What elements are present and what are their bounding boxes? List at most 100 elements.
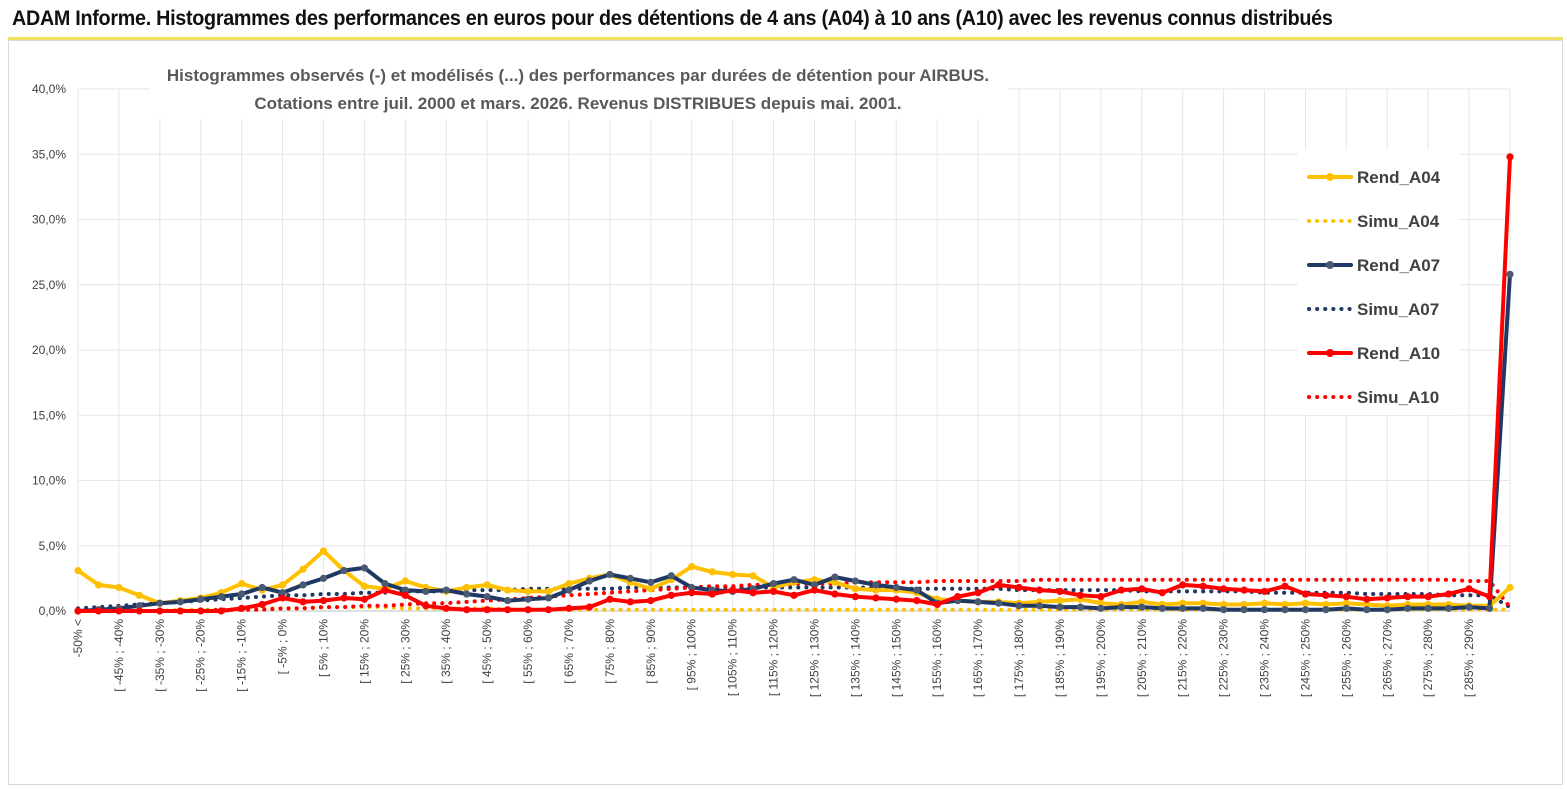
data-point bbox=[299, 581, 307, 589]
report-title: ADAM Informe. Histogrammes des performan… bbox=[12, 7, 1333, 30]
data-point bbox=[442, 586, 450, 594]
data-point bbox=[606, 570, 614, 579]
y-tick-label: 40,0% bbox=[32, 82, 66, 96]
data-point bbox=[769, 587, 778, 596]
data-point bbox=[340, 594, 348, 602]
data-point bbox=[1281, 606, 1289, 614]
legend-background bbox=[1298, 150, 1460, 415]
x-tick-label: [ 285% ; 290% bbox=[1462, 619, 1476, 697]
x-tick-label: [ 145% ; 150% bbox=[889, 619, 903, 697]
data-point bbox=[810, 586, 819, 594]
data-point bbox=[1281, 600, 1289, 609]
legend-marker bbox=[1326, 173, 1334, 181]
data-point bbox=[504, 606, 512, 614]
data-point bbox=[1301, 606, 1310, 614]
data-point bbox=[1445, 604, 1453, 612]
data-point bbox=[913, 586, 921, 594]
data-point bbox=[1342, 593, 1350, 601]
data-point bbox=[1179, 599, 1187, 607]
x-tick-label: [ 215% ; 220% bbox=[1176, 619, 1190, 697]
x-tick-label: [ 35% ; 40% bbox=[439, 619, 453, 684]
x-tick-label: -50% < bbox=[71, 619, 85, 657]
data-point bbox=[1485, 604, 1494, 612]
data-point bbox=[647, 585, 655, 593]
data-point bbox=[1199, 599, 1207, 607]
data-point bbox=[1056, 596, 1064, 605]
x-tick-label: [ 15% ; 20% bbox=[357, 619, 371, 684]
data-point bbox=[688, 583, 696, 592]
data-point bbox=[115, 607, 123, 615]
data-point bbox=[319, 547, 328, 555]
data-point bbox=[1404, 604, 1412, 612]
data-point bbox=[463, 583, 471, 592]
data-point bbox=[94, 607, 103, 615]
x-tick-label: [ 115% ; 120% bbox=[767, 619, 781, 696]
data-point bbox=[1158, 589, 1166, 597]
series-Rend_A07 bbox=[74, 270, 1514, 615]
x-tick-label: [ 255% ; 260% bbox=[1339, 619, 1353, 697]
data-point bbox=[463, 590, 471, 598]
data-point bbox=[872, 594, 880, 602]
data-point bbox=[504, 586, 512, 594]
y-tick-label: 20,0% bbox=[32, 343, 66, 357]
data-point bbox=[913, 596, 921, 605]
data-point bbox=[933, 600, 941, 609]
data-point bbox=[238, 590, 246, 598]
data-point bbox=[1506, 153, 1514, 161]
data-point bbox=[1424, 604, 1432, 612]
data-point bbox=[688, 589, 696, 597]
series-Rend_A10 bbox=[74, 153, 1514, 615]
data-point bbox=[647, 596, 655, 605]
data-point bbox=[483, 606, 491, 614]
data-point bbox=[1056, 587, 1064, 596]
data-point bbox=[1179, 604, 1187, 612]
legend: Rend_A04 Simu_A04 Rend_A07 Simu_A07 Rend_A10… bbox=[1298, 150, 1460, 415]
data-point bbox=[1097, 599, 1105, 607]
data-point bbox=[708, 590, 716, 598]
data-point bbox=[319, 596, 328, 605]
data-point bbox=[115, 583, 123, 592]
y-tick-label: 35,0% bbox=[32, 147, 66, 161]
report-header: ADAM Informe. Histogrammes des performan… bbox=[0, 0, 1567, 40]
x-axis-ticks: -50% < [ -45% ; -40% [ -35% ; -30% [ -25% ;… bbox=[71, 619, 1476, 697]
data-point bbox=[1035, 602, 1044, 610]
data-point bbox=[1220, 585, 1228, 593]
chart-subtitle: Cotations entre juil. 2000 et mars. 2026… bbox=[254, 94, 901, 113]
data-point bbox=[483, 581, 491, 589]
data-point bbox=[1076, 603, 1084, 611]
data-point bbox=[1158, 604, 1166, 612]
data-point bbox=[197, 607, 205, 615]
data-point bbox=[135, 607, 143, 615]
data-point bbox=[1322, 591, 1330, 599]
data-point bbox=[504, 596, 512, 605]
legend-label: Rend_A10 bbox=[1357, 344, 1440, 363]
data-point bbox=[790, 591, 798, 599]
data-point bbox=[585, 577, 594, 585]
legend-entry-Simu_A07: Simu_A07 bbox=[1307, 300, 1439, 319]
data-point bbox=[1485, 593, 1494, 601]
x-tick-label: [ 95% ; 100% bbox=[685, 619, 699, 691]
data-point bbox=[688, 563, 696, 571]
header-underline bbox=[8, 37, 1563, 40]
data-point bbox=[790, 576, 798, 584]
x-tick-label: [ 45% ; 50% bbox=[480, 619, 494, 684]
legend-label: Simu_A10 bbox=[1357, 388, 1439, 407]
x-tick-label: [ 275% ; 280% bbox=[1421, 619, 1435, 697]
x-tick-label: [ 185% ; 190% bbox=[1053, 619, 1067, 697]
data-point bbox=[1383, 606, 1391, 614]
x-tick-label: [ 55% ; 60% bbox=[521, 619, 535, 684]
data-point bbox=[319, 574, 328, 582]
data-point bbox=[544, 606, 553, 614]
legend-entry-Simu_A04: Simu_A04 bbox=[1307, 212, 1440, 231]
data-point bbox=[258, 600, 266, 609]
x-tick-label: [ -45% ; -40% bbox=[112, 619, 126, 692]
data-point bbox=[1015, 583, 1023, 592]
data-point bbox=[278, 581, 287, 589]
data-point bbox=[94, 581, 103, 589]
data-point bbox=[974, 598, 982, 606]
data-point bbox=[299, 598, 307, 606]
x-tick-label: [ 125% ; 130% bbox=[807, 619, 821, 697]
data-point bbox=[1383, 594, 1391, 602]
legend-entry-Rend_A07: Rend_A07 bbox=[1307, 256, 1440, 275]
data-point bbox=[544, 587, 553, 596]
